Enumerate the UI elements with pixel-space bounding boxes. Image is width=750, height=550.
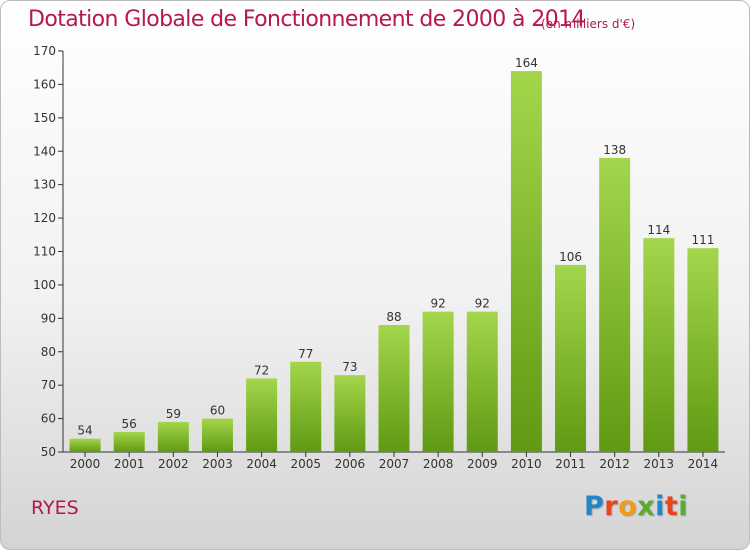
x-tick-label: 2012 xyxy=(599,457,630,471)
bar xyxy=(334,375,366,452)
bar-value-label: 114 xyxy=(647,223,670,237)
unit-note: (en milliers d'€) xyxy=(541,17,636,31)
proxiti-logo: Proxiti xyxy=(584,491,688,522)
bar xyxy=(687,248,719,452)
y-tick-label: 150 xyxy=(33,111,56,125)
x-tick-labels: 2000 2001 2002 2003 2004 2005 2006 2007 2008 2009… xyxy=(70,452,718,471)
x-tick-label: 2001 xyxy=(114,457,145,471)
bar-value-label: 59 xyxy=(166,407,181,421)
bar-value-label: 138 xyxy=(603,143,626,157)
bar-value-label: 73 xyxy=(342,360,357,374)
y-tick-label: 110 xyxy=(33,245,56,259)
bar-value-label: 111 xyxy=(691,233,714,247)
x-tick-label: 2014 xyxy=(688,457,719,471)
y-tick-label: 140 xyxy=(33,144,56,158)
bar xyxy=(201,418,233,452)
x-tick-label: 2013 xyxy=(644,457,675,471)
logo-letter: i xyxy=(678,491,689,522)
logo-letter: i xyxy=(655,491,665,522)
bar xyxy=(246,378,278,452)
bar xyxy=(555,264,587,452)
bar-value-label: 60 xyxy=(210,404,225,418)
bar-value-label: 88 xyxy=(386,310,401,324)
y-ticks: 50 60 70 80 90 100 110 120 130 140 150 160 170 xyxy=(33,44,63,459)
bar xyxy=(113,431,145,452)
x-tick-label: 2000 xyxy=(70,457,101,471)
y-tick-label: 170 xyxy=(33,44,56,58)
bar xyxy=(378,325,410,452)
bars: 54 56 59 60 72 77 73 88 92 92 164 106 138 114 111 xyxy=(69,56,719,453)
y-tick-label: 70 xyxy=(41,378,56,392)
y-tick-label: 130 xyxy=(33,178,56,192)
x-tick-label: 2004 xyxy=(246,457,277,471)
x-tick-label: 2009 xyxy=(467,457,498,471)
x-tick-label: 2007 xyxy=(379,457,410,471)
bar xyxy=(643,238,675,452)
logo-letter: x xyxy=(637,491,656,522)
y-tick-label: 60 xyxy=(41,412,56,426)
bar xyxy=(157,421,189,452)
bar-value-label: 56 xyxy=(122,417,137,431)
bar-value-label: 72 xyxy=(254,363,269,377)
bar-value-label: 92 xyxy=(475,297,490,311)
y-tick-label: 160 xyxy=(33,77,56,91)
bar xyxy=(599,157,631,452)
bar xyxy=(69,438,101,452)
bar xyxy=(466,311,498,452)
bar xyxy=(510,71,542,453)
logo-letter: o xyxy=(618,491,638,522)
bar xyxy=(290,361,322,452)
bar-value-label: 106 xyxy=(559,250,582,264)
logo-letter: P xyxy=(584,491,605,522)
logo-letter: t xyxy=(664,491,679,522)
y-tick-label: 80 xyxy=(41,345,56,359)
y-tick-label: 100 xyxy=(33,278,56,292)
x-tick-label: 2006 xyxy=(335,457,366,471)
bar-value-label: 164 xyxy=(515,56,538,70)
x-tick-label: 2003 xyxy=(202,457,233,471)
y-tick-label: 120 xyxy=(33,211,56,225)
bar xyxy=(422,311,454,452)
y-tick-label: 90 xyxy=(41,311,56,325)
y-tick-label: 50 xyxy=(41,445,56,459)
x-tick-label: 2011 xyxy=(555,457,586,471)
town-name: RYES xyxy=(31,497,79,519)
x-tick-label: 2005 xyxy=(290,457,321,471)
bar-value-label: 92 xyxy=(430,297,445,311)
bar-value-label: 77 xyxy=(298,347,313,361)
x-tick-label: 2008 xyxy=(423,457,454,471)
x-tick-label: 2002 xyxy=(158,457,189,471)
logo-letter: r xyxy=(604,491,619,522)
bar-value-label: 54 xyxy=(77,424,92,438)
chart-title: Dotation Globale de Fonctionnement de 20… xyxy=(28,7,586,32)
x-tick-label: 2010 xyxy=(511,457,542,471)
